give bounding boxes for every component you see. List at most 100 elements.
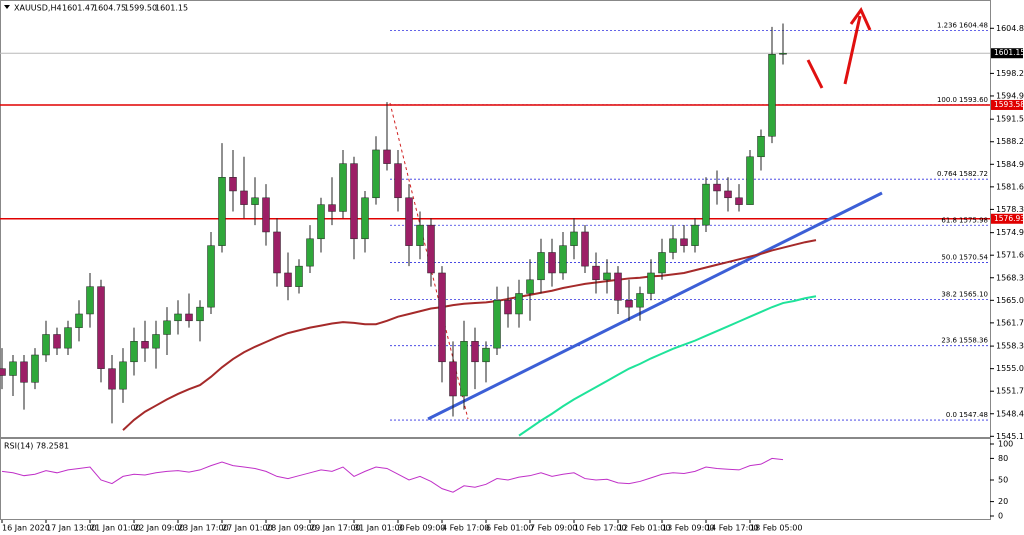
candle-body <box>724 190 732 199</box>
fib-price-label: 1558.36 <box>959 337 988 345</box>
x-tick-label: 28 Jan 09:00 <box>266 524 317 533</box>
price-box-label: 1601.15 <box>994 48 1024 57</box>
candle-body <box>394 163 402 199</box>
x-tick-label: 17 Jan 13:00 <box>46 524 97 533</box>
candle-body <box>757 136 765 158</box>
candle-body <box>306 238 314 267</box>
candle-body <box>559 245 567 274</box>
candle-body <box>185 313 193 322</box>
header-value: 1601.15 <box>155 4 188 13</box>
candle-body <box>691 224 699 246</box>
candle-body <box>31 354 39 383</box>
candle-body <box>658 252 666 274</box>
arrow-up <box>843 7 872 85</box>
candle-body <box>438 272 446 363</box>
fib-price-label: 1604.48 <box>959 21 988 29</box>
fib-price-label: 1593.60 <box>959 96 988 104</box>
x-tick-label: 16 Jan 2020 <box>2 524 50 533</box>
price-box <box>991 99 1023 110</box>
x-tick-label: 4 Feb 17:00 <box>442 524 489 533</box>
candle-body <box>284 272 292 287</box>
x-tick-label: 12 Feb 01:00 <box>618 524 670 533</box>
candle-body <box>218 177 226 246</box>
y-tick-label: 1551.70 <box>996 387 1024 396</box>
candle-body <box>141 341 149 349</box>
x-tick-label: 10 Feb 17:00 <box>574 524 626 533</box>
candle-body <box>152 334 160 349</box>
candle-body <box>427 224 435 274</box>
fib-price-label: 1575.98 <box>959 216 988 224</box>
x-tick-label: 14 Feb 17:00 <box>706 524 758 533</box>
candle-body <box>251 197 259 205</box>
candle-body <box>42 334 50 356</box>
fib-ratio-label: 38.2 <box>941 291 957 299</box>
fib-ratio-label: 1.236 <box>937 21 958 29</box>
symbol: XAUUSD,H4 <box>14 4 62 13</box>
candle-body <box>174 313 182 322</box>
fib-ratio-label: 0.764 <box>937 170 958 178</box>
header-value: 1604.75 <box>93 4 126 13</box>
price-box-label: 1576.93 <box>994 214 1024 223</box>
rsi-tick-label: 50 <box>998 476 1008 485</box>
candle-body <box>768 54 776 137</box>
y-tick-label: 1604.80 <box>996 24 1024 33</box>
y-tick-label: 1571.60 <box>996 251 1024 260</box>
y-tick-label: 1581.60 <box>996 182 1024 191</box>
rsi-tick-label: 0 <box>998 512 1003 521</box>
x-tick-label: 23 Jan 17:00 <box>178 524 229 533</box>
arrow-down <box>806 59 824 89</box>
candle-body <box>97 286 105 369</box>
fib-ratio-label: 23.6 <box>941 337 957 345</box>
candle-body <box>317 204 325 240</box>
x-tick-label: 18 Feb 05:00 <box>750 524 802 533</box>
candle-body <box>746 156 754 205</box>
candle-body <box>625 300 633 308</box>
candle-body <box>680 238 688 246</box>
price-box <box>991 48 1023 59</box>
candle-body <box>636 293 644 308</box>
candle-body <box>779 52 787 55</box>
y-tick-label: 1584.90 <box>996 160 1024 169</box>
candle-body <box>614 272 622 301</box>
x-tick-label: 22 Jan 09:00 <box>134 524 185 533</box>
candle-body <box>702 183 710 226</box>
candle-body <box>328 204 336 212</box>
candle-body <box>20 361 28 383</box>
fib-ratio-label: 0.0 <box>946 411 957 419</box>
candle-body <box>603 272 611 281</box>
fib-ratio-label: 100.0 <box>937 96 957 104</box>
candle-body <box>53 334 61 349</box>
candle-body <box>64 327 72 349</box>
x-tick-label: 31 Jan 01:00 <box>354 524 405 533</box>
candle-body <box>273 231 281 274</box>
candle-body <box>339 163 347 212</box>
candle-body <box>229 177 237 192</box>
candle-body <box>482 347 490 363</box>
fib-price-label: 1547.48 <box>959 411 988 419</box>
rsi-tick-label: 80 <box>998 454 1008 463</box>
candle-body <box>372 149 380 199</box>
y-tick-label: 1568.30 <box>996 273 1024 282</box>
candle-body <box>493 300 501 349</box>
y-tick-label: 1588.20 <box>996 137 1024 146</box>
fib-price-label: 1582.72 <box>959 170 988 178</box>
x-tick-label: 7 Feb 09:00 <box>530 524 577 533</box>
price-box <box>991 213 1023 224</box>
y-tick-label: 1591.50 <box>996 115 1024 124</box>
candle-body <box>504 300 512 315</box>
candle-body <box>361 197 369 240</box>
candle-body <box>592 265 600 281</box>
candle-body <box>515 293 523 315</box>
candle-body <box>570 231 578 246</box>
y-tick-label: 1555.00 <box>996 364 1024 373</box>
candle-body <box>548 252 556 274</box>
candle-body <box>196 306 204 322</box>
candle-body <box>86 286 94 315</box>
candle-body <box>713 183 721 192</box>
x-tick-label: 21 Jan 01:00 <box>90 524 141 533</box>
moving-average <box>518 295 817 437</box>
x-tick-label: 13 Feb 09:00 <box>662 524 714 533</box>
y-tick-label: 1545.10 <box>996 432 1024 441</box>
candle-body <box>163 320 171 335</box>
candle-body <box>75 313 83 328</box>
